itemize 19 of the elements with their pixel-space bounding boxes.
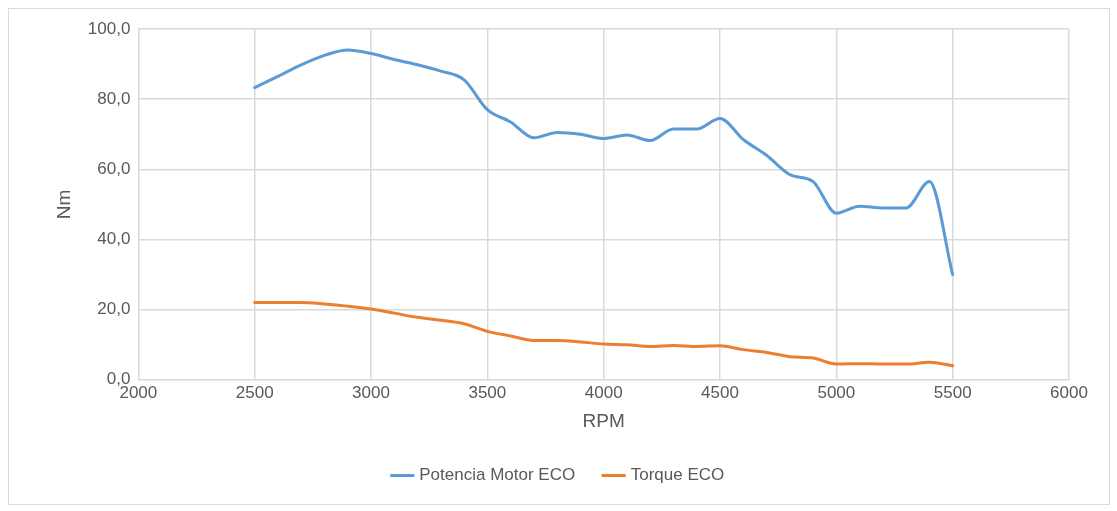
line-series <box>253 48 955 277</box>
x-tick-label: 5500 <box>933 382 972 402</box>
y-tick-label: 60,0 <box>97 159 131 179</box>
y-tick-label: 20,0 <box>97 299 131 319</box>
y-tick-label: 40,0 <box>97 229 131 249</box>
x-tick-label: 3500 <box>468 382 507 402</box>
legend-label: Torque ECO <box>630 465 725 485</box>
y-tick-label: 100,0 <box>87 18 131 38</box>
x-tick-label: 5000 <box>817 382 856 402</box>
x-tick-label: 2500 <box>235 382 274 402</box>
x-axis-title: RPM <box>582 409 625 431</box>
x-tick-label: 3000 <box>352 382 390 402</box>
y-tick-label: 80,0 <box>97 88 131 108</box>
legend-label: Potencia Motor ECO <box>419 465 576 485</box>
y-axis-title: Nm <box>52 189 74 220</box>
x-tick-label: 4500 <box>701 382 739 402</box>
x-tick-label: 6000 <box>1050 382 1088 402</box>
line-series <box>253 301 955 368</box>
x-tick-label: 4000 <box>584 382 623 402</box>
